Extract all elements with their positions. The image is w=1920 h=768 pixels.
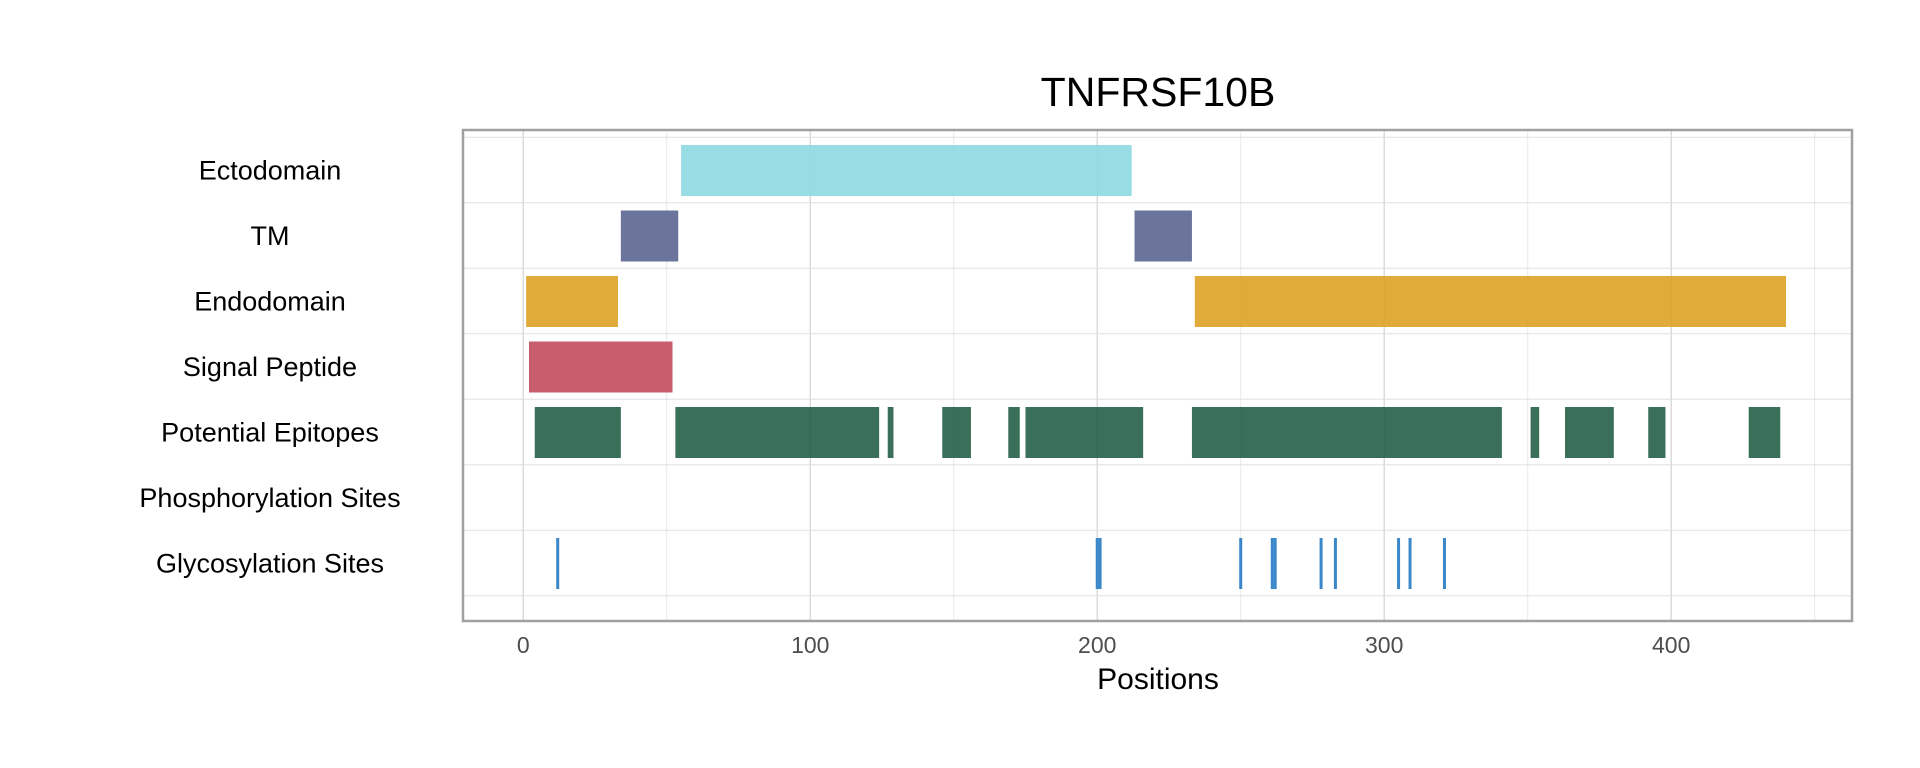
x-tick-label: 200 xyxy=(1078,632,1116,658)
plot-frame xyxy=(461,128,1854,623)
tm-segment xyxy=(1134,210,1192,262)
ectodomain-segment xyxy=(681,145,1132,196)
potential-epitopes-segment xyxy=(1748,407,1781,458)
potential-epitopes-segment xyxy=(675,407,880,458)
endodomain-segment xyxy=(1194,276,1786,327)
chart-title: TNFRSF10B xyxy=(1041,69,1276,115)
row-label-signal-peptide: Signal Peptide xyxy=(183,352,357,382)
tm-segment xyxy=(620,210,679,262)
x-tick-label: 0 xyxy=(517,632,530,658)
row-label-tm: TM xyxy=(251,221,290,251)
potential-epitopes-segment xyxy=(534,407,621,458)
row-label-ectodomain: Ectodomain xyxy=(199,156,342,186)
row-label-phosphorylation-sites: Phosphorylation Sites xyxy=(139,483,400,513)
signal-peptide-segment xyxy=(529,341,673,393)
grid-lines xyxy=(463,130,1852,621)
potential-epitopes-segment xyxy=(1025,407,1144,458)
potential-epitopes-segment xyxy=(1648,407,1666,458)
x-axis-title: Positions xyxy=(1097,663,1219,696)
potential-epitopes-segment xyxy=(1530,407,1540,458)
x-tick-label: 300 xyxy=(1365,632,1403,658)
x-tick-labels: 0 100 200 300 400 xyxy=(517,632,1691,658)
row-label-endodomain: Endodomain xyxy=(194,287,346,317)
potential-epitopes-segment xyxy=(887,407,894,458)
row-labels: Ectodomain TM Endodomain Signal Peptide Pote… xyxy=(139,156,400,579)
potential-epitopes-segment xyxy=(1191,407,1502,458)
potential-epitopes-segment xyxy=(1565,407,1614,458)
feature-bars xyxy=(526,145,1786,589)
x-tick-label: 100 xyxy=(791,632,829,658)
potential-epitopes-segment xyxy=(942,407,971,458)
endodomain-segment xyxy=(526,276,618,327)
row-label-glycosylation-sites: Glycosylation Sites xyxy=(156,549,384,579)
potential-epitopes-segment xyxy=(1008,407,1020,458)
x-tick-label: 400 xyxy=(1652,632,1690,658)
row-label-potential-epitopes: Potential Epitopes xyxy=(161,418,379,448)
